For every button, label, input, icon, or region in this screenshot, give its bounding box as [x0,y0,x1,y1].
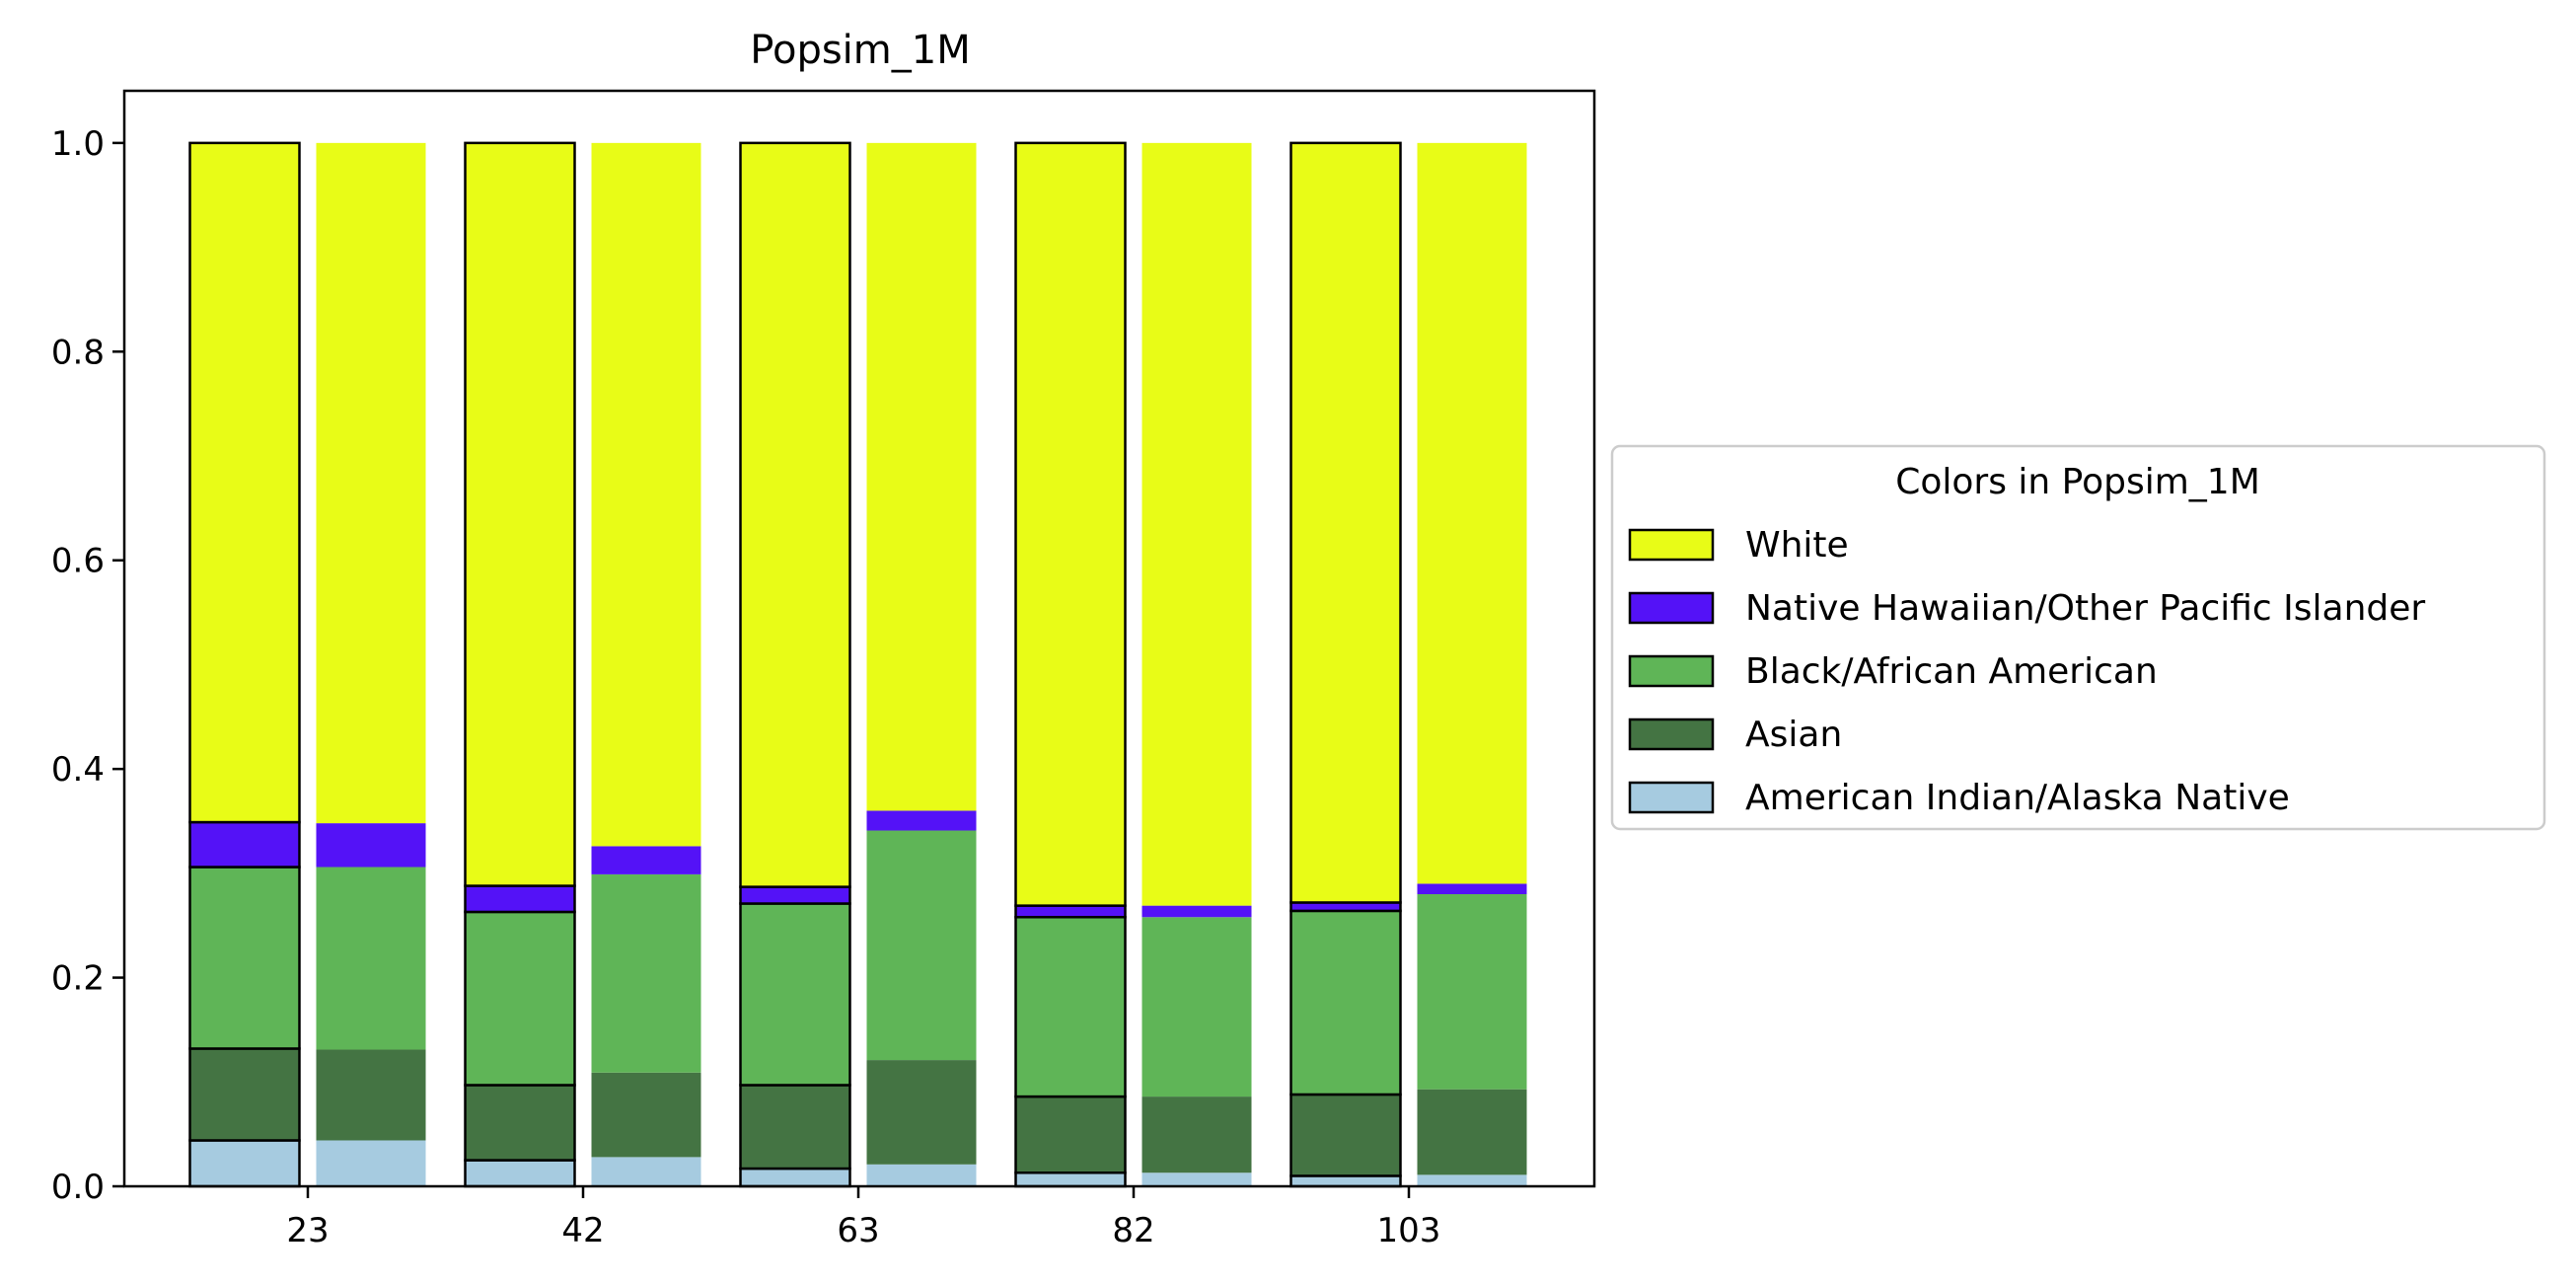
y-tick-label: 0.0 [51,1168,105,1207]
legend-box [1610,444,2546,831]
y-tick-label: 0.2 [51,959,105,999]
bar-segment-63-b-1 [866,1060,977,1165]
bar-segment-63-b-2 [866,830,977,1061]
x-axis: 23 42 63 82 103 [286,1186,1440,1250]
bar-segment-103-b-4 [1417,142,1527,884]
legend-label: Asian [1745,715,1842,755]
legend-item: Native Hawaiian/Other Pacific Islander [1628,588,2425,629]
bar-segment-23-a-0 [188,1139,301,1188]
bar-segment-103-b-3 [1417,883,1527,894]
legend-swatch [1628,591,1715,625]
legend-title: Colors in Popsim_1M [1895,462,2260,502]
legend-item: Asian [1628,715,1842,755]
bar-segment-23-b-2 [316,867,426,1050]
bar-segment-103-b-2 [1417,894,1527,1090]
bar-segment-63-a-1 [739,1084,851,1171]
bar-segment-103-b-1 [1417,1089,1527,1175]
bar-segment-42-a-3 [464,884,576,914]
bar-segment-42-a-4 [464,141,576,887]
x-tick-label: 23 [286,1211,329,1250]
bar-segment-82-a-4 [1014,141,1127,907]
legend-item: Black/African American [1628,651,2158,692]
bar-segment-42-b-4 [591,142,701,847]
bar-segment-82-b-4 [1141,142,1252,906]
bar-segment-42-b-3 [591,846,701,874]
bar-segment-82-a-1 [1014,1095,1127,1174]
legend-swatch [1628,718,1715,751]
bar-segment-63-a-4 [739,141,851,888]
bar-segment-23-b-3 [316,823,426,868]
x-tick-label: 63 [837,1211,879,1250]
bar-segment-23-b-1 [316,1049,426,1141]
bar-segment-82-b-3 [1141,905,1252,918]
bar-segment-23-a-2 [188,866,301,1050]
y-tick-label: 0.8 [51,333,105,372]
chart-title: Popsim_1M [750,28,970,73]
y-axis: 0.0 0.2 0.4 0.6 0.8 1.0 [51,124,124,1207]
bar-segment-82-a-2 [1014,916,1127,1098]
bar-segment-63-b-4 [866,142,977,811]
bar-segment-42-b-2 [591,873,701,1073]
x-tick-label: 82 [1112,1211,1154,1250]
bar-segment-42-a-2 [464,910,576,1087]
bar-segment-63-b-3 [866,810,977,831]
x-tick-label: 103 [1377,1211,1441,1250]
legend-items: White Native Hawaiian/Other Pacific Islan… [1628,525,2425,818]
legend-label: American Indian/Alaska Native [1745,778,2290,818]
legend-label: White [1745,525,1849,566]
y-tick-label: 0.6 [51,542,105,581]
bar-segment-103-a-4 [1289,141,1402,904]
y-tick-label: 0.4 [51,750,105,790]
legend-swatch [1628,781,1715,814]
bar-segment-42-b-0 [591,1157,701,1186]
bar-segment-103-a-1 [1289,1093,1402,1177]
bar-segment-103-a-0 [1289,1174,1402,1188]
legend-swatch [1628,528,1715,562]
bar-segment-23-b-0 [316,1140,426,1186]
bar-segment-42-b-1 [591,1072,701,1158]
bar-segment-23-a-1 [188,1047,301,1142]
bar-segment-82-b-1 [1141,1096,1252,1173]
bar-segment-63-a-0 [739,1167,851,1188]
legend-swatch [1628,654,1715,688]
bar-segment-42-a-0 [464,1159,576,1188]
bar-segment-63-a-2 [739,902,851,1087]
bar-segment-103-a-2 [1289,909,1402,1096]
bar-segment-82-b-2 [1141,917,1252,1097]
bar-segment-103-b-0 [1417,1174,1527,1186]
bar-segment-63-a-3 [739,885,851,905]
bar-segment-82-a-3 [1014,904,1127,919]
bar-segment-23-a-3 [188,820,301,869]
legend: Colors in Popsim_1M White Native Hawaiian… [1610,444,2546,831]
bar-segment-23-a-4 [188,141,301,824]
x-tick-label: 42 [561,1211,604,1250]
bar-segment-82-b-0 [1141,1172,1252,1186]
bar-segment-82-a-0 [1014,1172,1127,1188]
bar-segment-42-a-1 [464,1084,576,1162]
legend-item: American Indian/Alaska Native [1628,778,2290,818]
legend-label: Black/African American [1745,651,2158,692]
bar-segment-63-b-0 [866,1164,977,1186]
legend-label: Native Hawaiian/Other Pacific Islander [1745,588,2425,629]
y-tick-label: 1.0 [51,124,105,164]
bars-layer [188,141,1527,1188]
legend-item: White [1628,525,1849,566]
bar-segment-103-a-3 [1289,901,1402,913]
bar-segment-23-b-4 [316,142,426,824]
